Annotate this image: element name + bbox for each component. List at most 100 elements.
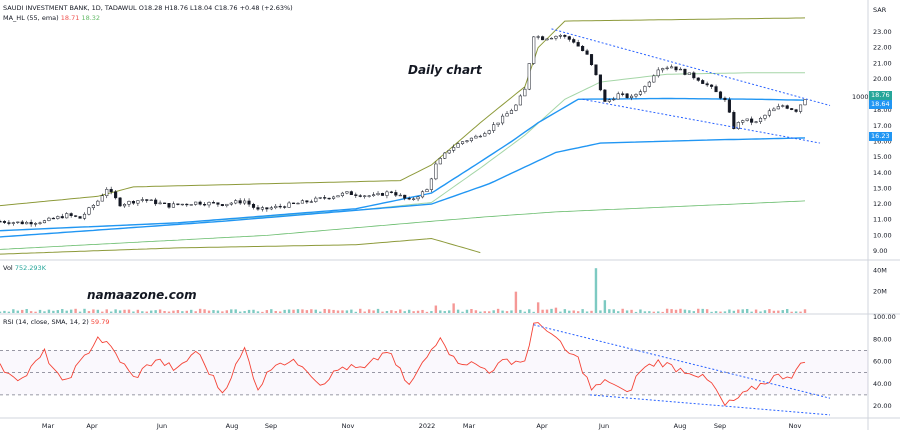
volume-bar bbox=[768, 309, 771, 313]
candle-body bbox=[607, 99, 611, 102]
volume-bar bbox=[483, 311, 486, 313]
candle-body bbox=[434, 163, 438, 180]
volume-bar bbox=[0, 311, 2, 313]
x-tick-label: Jun bbox=[156, 422, 167, 430]
x-tick-label: Mar bbox=[463, 422, 476, 430]
x-tick-label: Nov bbox=[342, 422, 355, 430]
volume-bar bbox=[87, 311, 91, 313]
candle-body bbox=[541, 36, 545, 41]
candle-body bbox=[345, 191, 349, 194]
volume-bar bbox=[576, 311, 580, 313]
price-tick-label: 21.00 bbox=[873, 59, 892, 67]
candle-body bbox=[198, 201, 202, 205]
volume-bar bbox=[21, 309, 24, 313]
candle-body bbox=[661, 68, 665, 71]
volume-bar bbox=[385, 311, 389, 313]
volume-bar bbox=[617, 311, 620, 313]
candle-body bbox=[318, 197, 322, 199]
candle-body bbox=[496, 122, 500, 125]
candle-body bbox=[763, 114, 767, 119]
volume-bar bbox=[78, 311, 82, 313]
volume-bar bbox=[786, 309, 789, 313]
volume-bar bbox=[688, 310, 691, 313]
candle-body bbox=[647, 81, 651, 87]
candle-body bbox=[741, 120, 745, 123]
volume-bar bbox=[61, 309, 64, 313]
candle-body bbox=[207, 202, 211, 206]
volume-bar bbox=[372, 310, 375, 313]
x-tick-label: Apr bbox=[86, 422, 98, 430]
candle-body bbox=[47, 217, 51, 221]
candle-body bbox=[122, 203, 127, 207]
candle-body bbox=[229, 202, 233, 205]
candle-body bbox=[78, 216, 82, 219]
volume-bar bbox=[163, 310, 166, 313]
price-tick-label: 23.00 bbox=[873, 28, 892, 36]
candle-body bbox=[309, 201, 313, 203]
volume-bar bbox=[207, 310, 211, 313]
volume-bar bbox=[310, 309, 313, 313]
volume-bar bbox=[505, 311, 509, 313]
volume-bar bbox=[608, 309, 611, 313]
volume-bar bbox=[327, 309, 331, 313]
candle-body bbox=[589, 54, 594, 65]
volume-bar bbox=[474, 310, 478, 313]
volume-bar bbox=[376, 308, 380, 313]
ma-line bbox=[0, 17, 806, 207]
candle-body bbox=[492, 124, 496, 131]
candle-body bbox=[354, 194, 358, 196]
candle-body bbox=[701, 80, 705, 84]
price-tick-label: 20.00 bbox=[873, 75, 892, 83]
rsi-legend: RSI (14, close, SMA, 14, 2) 59.79 bbox=[3, 318, 110, 326]
candle-body bbox=[327, 197, 331, 200]
candle-body bbox=[74, 215, 78, 217]
volume-bar bbox=[590, 310, 593, 313]
rsi-tick-label: 80.00 bbox=[873, 335, 892, 343]
volume-bar bbox=[612, 309, 615, 313]
x-tick-label: Sep bbox=[265, 422, 277, 430]
currency-label: SAR bbox=[873, 6, 887, 14]
price-tick-label: 18.00 bbox=[873, 106, 892, 114]
volume-bar bbox=[603, 300, 607, 313]
volume-bar bbox=[136, 309, 140, 313]
volume-bar bbox=[123, 309, 126, 313]
volume-bar bbox=[683, 309, 687, 313]
volume-bar bbox=[212, 310, 215, 313]
price-tick-label: 17.00 bbox=[873, 122, 892, 130]
volume-tick-label: 20M bbox=[873, 288, 887, 296]
ma-mid-badge: 18.64 bbox=[869, 100, 892, 109]
volume-bar bbox=[141, 311, 144, 313]
ma-line bbox=[0, 97, 806, 232]
volume-bar bbox=[639, 309, 642, 313]
volume-bar bbox=[399, 309, 402, 313]
ohlc-values: O18.28 H18.76 L18.04 C18.76 +0.48 (+2.63… bbox=[138, 4, 293, 12]
candle-body bbox=[643, 86, 647, 92]
candle-body bbox=[527, 63, 531, 90]
candle-body bbox=[314, 197, 318, 202]
candle-body bbox=[171, 203, 176, 208]
candle-body bbox=[363, 195, 367, 197]
volume-bar bbox=[154, 310, 157, 313]
candle-body bbox=[238, 200, 242, 204]
candle-body bbox=[265, 207, 269, 210]
volume-bar bbox=[247, 309, 251, 313]
x-tick-label: Aug bbox=[674, 422, 687, 430]
candle-body bbox=[536, 36, 540, 38]
volume-bar bbox=[198, 308, 202, 313]
volume-bar bbox=[216, 310, 220, 313]
volume-bar bbox=[56, 310, 60, 313]
volume-bar bbox=[403, 311, 406, 313]
volume-bar bbox=[745, 308, 749, 313]
volume-bar bbox=[465, 309, 469, 313]
volume-bar bbox=[43, 311, 46, 313]
candle-body bbox=[29, 222, 33, 225]
ma-label: MA_HL (55, ema) bbox=[3, 14, 59, 22]
volume-bar bbox=[341, 310, 344, 313]
candle-body bbox=[114, 191, 118, 199]
volume-bar bbox=[536, 302, 540, 313]
candle-body bbox=[189, 204, 193, 206]
candle-body bbox=[34, 223, 38, 225]
candle-body bbox=[305, 200, 309, 203]
candle-body bbox=[799, 104, 803, 112]
candle-body bbox=[127, 201, 131, 205]
